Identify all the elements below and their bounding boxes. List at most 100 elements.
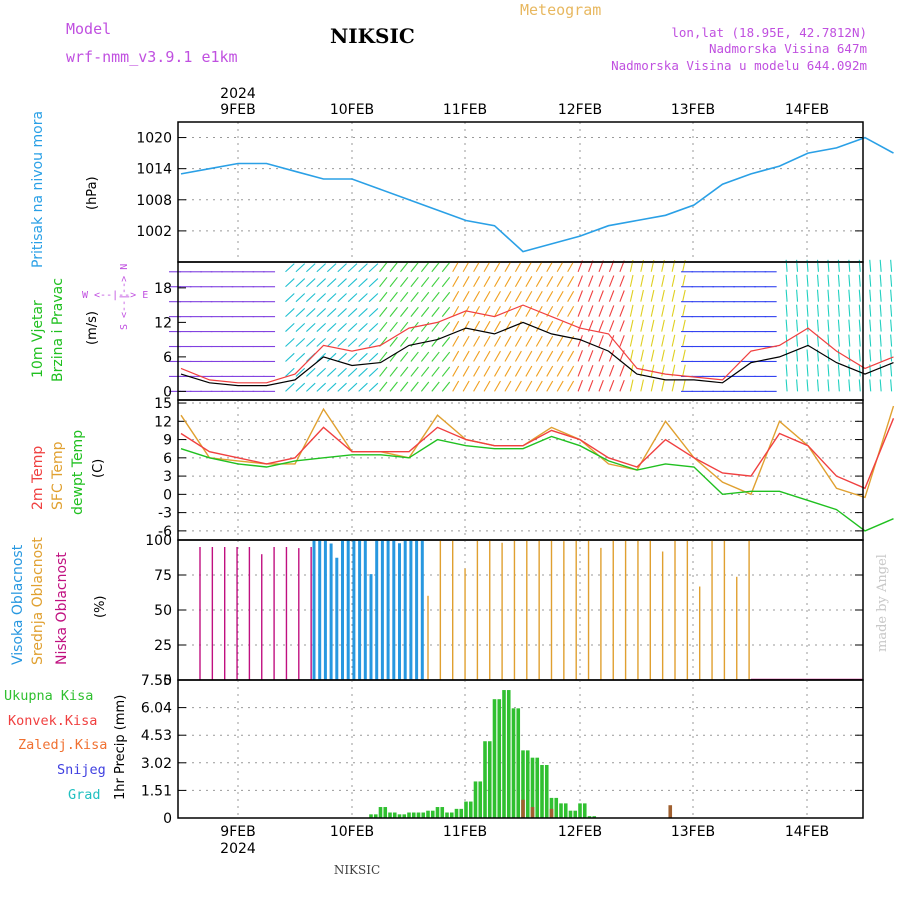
wind-barb (629, 364, 634, 377)
precip-bar (369, 814, 373, 818)
legend-temp2m: 2m Temp (30, 446, 46, 510)
wind-barb (462, 276, 470, 287)
wind-barb (306, 293, 316, 303)
wind-barb (546, 365, 554, 377)
wind-barb (796, 274, 799, 287)
wind-barb (358, 278, 368, 288)
wind-barb (879, 259, 882, 272)
precip-bar (516, 708, 521, 818)
wind-barb (462, 365, 470, 377)
wind-barb (619, 275, 625, 287)
wind-barb (879, 274, 882, 287)
wind-barb (400, 351, 409, 362)
wind-barb (869, 259, 872, 272)
wind-barb (598, 379, 604, 392)
wind-barb (337, 367, 347, 377)
wind-barb (368, 263, 379, 273)
wind-barb (420, 366, 430, 377)
precip-bar (506, 690, 511, 818)
bottom-day-label: 12FEB (558, 824, 602, 840)
wind-barb (588, 275, 594, 287)
wind-barb (890, 364, 893, 377)
precip-bar (402, 814, 407, 818)
wind-barb (285, 337, 295, 347)
wind-barb (806, 364, 809, 377)
wind-barb (525, 365, 533, 377)
wind-barb (806, 334, 809, 347)
wind-barb (337, 352, 347, 362)
wind-barb (462, 380, 470, 392)
dewpt-line (180, 435, 894, 532)
wind-barb (827, 349, 830, 362)
wind-barb (514, 261, 522, 273)
wind-barb (504, 261, 512, 273)
wind-barb (608, 320, 615, 332)
wind-barb (556, 290, 564, 302)
precip-bar (397, 814, 402, 818)
wind-barb (473, 261, 481, 273)
precip-bar (511, 708, 516, 818)
wind-barb (890, 334, 893, 347)
wind-barb (816, 319, 819, 332)
wind-barb (661, 364, 665, 377)
wind-barb (577, 335, 583, 347)
wind-barb (567, 320, 575, 332)
wind-barb (869, 304, 872, 317)
wind-barb (629, 304, 634, 317)
wind-barb (473, 290, 481, 302)
wind-barb (577, 275, 583, 287)
wind-barb (827, 379, 830, 392)
wind-barb (326, 308, 337, 318)
precip-bar (478, 781, 483, 818)
y-tick-label: 75 (154, 568, 172, 584)
wind-barb (514, 365, 522, 377)
wind-barb (598, 320, 604, 332)
footer-station: NIKSIC (334, 863, 380, 877)
wind-barb (577, 290, 583, 302)
wind-barb (347, 263, 358, 273)
wind-title-line1: 10m Vjetar (30, 300, 46, 378)
wind-barb (858, 379, 861, 392)
wind-barb (285, 293, 295, 303)
wind-barb (577, 379, 583, 392)
wind-barb (420, 321, 430, 332)
precip-bar (416, 812, 421, 818)
wind-barb (879, 289, 882, 302)
precip-bar (563, 803, 568, 818)
top-day-label: 9FEB (220, 102, 255, 118)
y-tick-label: 0 (163, 811, 172, 827)
wind-barb (483, 365, 491, 377)
wind-barb (650, 319, 655, 332)
wind-barb (535, 335, 543, 347)
wind-barb (546, 380, 554, 392)
wind-barb (556, 261, 564, 273)
wind-barb (389, 366, 398, 377)
wind-barb (837, 364, 840, 377)
wind-barb (869, 274, 872, 287)
model-name: wrf-nmm_v3.9.1 e1km (66, 48, 238, 66)
precip-bar (497, 699, 502, 818)
wind-barb (848, 319, 851, 332)
wind-barb (368, 293, 379, 303)
precip-bar (468, 801, 473, 818)
wind-barb (869, 379, 872, 392)
wind-barb (473, 380, 481, 392)
wind-barb (890, 274, 893, 287)
wind-barb (661, 379, 665, 392)
precip-bar (430, 810, 435, 818)
wind-barb (608, 350, 615, 362)
top-year-label: 2024 (220, 86, 256, 102)
wind-barb (326, 263, 337, 273)
wind-barb (577, 365, 583, 377)
wind-barb (295, 308, 306, 318)
wind-barb (431, 351, 440, 362)
precip-bar (388, 812, 392, 818)
wind-barb (806, 319, 809, 332)
wind-barb (326, 337, 337, 347)
wind-barb (379, 351, 388, 362)
wind-barb (368, 367, 379, 377)
wind-barb (608, 305, 615, 317)
wind-barb (337, 337, 347, 347)
wind-barb (452, 380, 460, 392)
wind-barb (640, 304, 644, 317)
